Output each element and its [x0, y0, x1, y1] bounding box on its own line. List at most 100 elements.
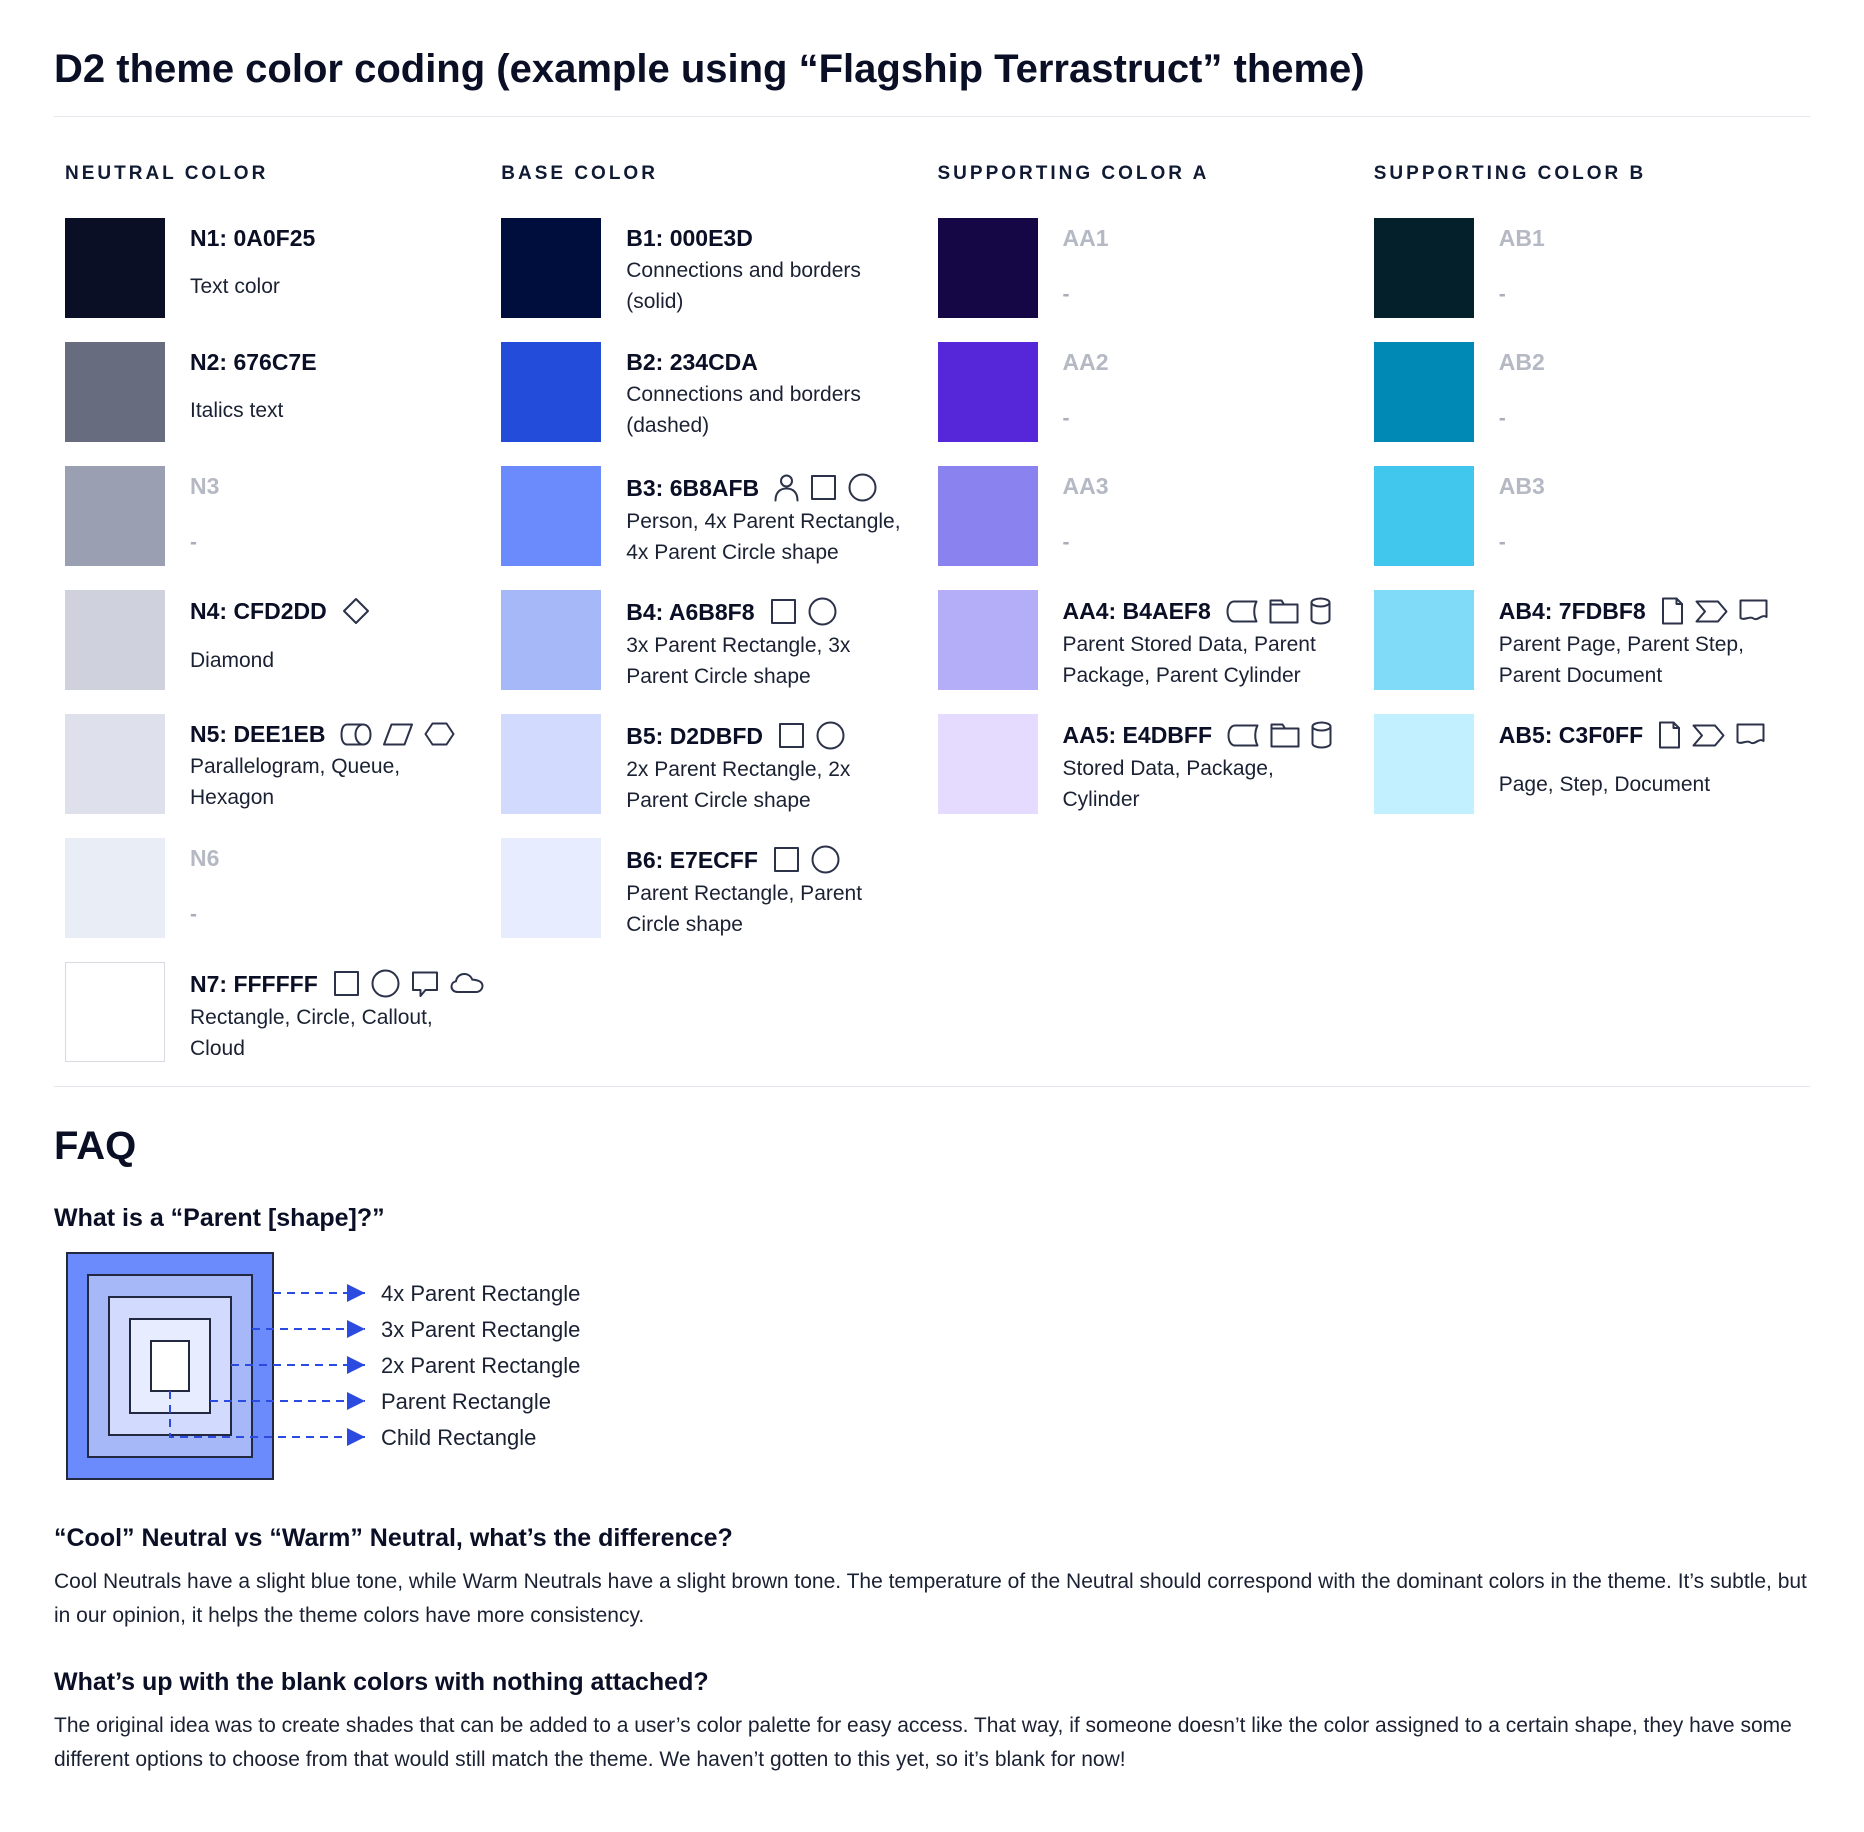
- circle-icon: [816, 721, 845, 750]
- color-column: BASE COLOR B1: 000E3D Connections and bord…: [501, 163, 937, 1086]
- color-swatch: [501, 714, 602, 814]
- shape-icons: [332, 968, 486, 999]
- color-desc: Parent Page, Parent Step, Parent Documen…: [1498, 633, 1744, 687]
- color-label-line: B5: D2DBFD: [626, 714, 906, 751]
- faq-answer-blank-colors: The original idea was to create shades t…: [54, 1714, 1792, 1771]
- color-swatch: [1373, 714, 1474, 814]
- hexagon-icon: [424, 722, 455, 746]
- color-row-text: AB1 -: [1499, 218, 1545, 310]
- color-desc: -: [190, 531, 197, 554]
- queue-icon: [340, 723, 372, 745]
- stored-data-icon: [1227, 724, 1259, 746]
- diagram-label-parent: Parent Rectangle: [381, 1389, 551, 1414]
- divider-top: [54, 116, 1810, 117]
- color-label: N7: FFFFFF: [190, 970, 318, 997]
- color-swatch: [501, 590, 602, 690]
- color-row-text: B1: 000E3D Connections and borders (solid…: [626, 218, 906, 317]
- color-row: N1: 0A0F25 Text color: [65, 218, 501, 318]
- color-row: AB2 -: [1373, 342, 1810, 442]
- color-row: AB3 -: [1373, 466, 1810, 566]
- package-icon: [1269, 599, 1299, 623]
- shape-icons: [772, 844, 841, 875]
- color-desc: Italics text: [190, 399, 284, 422]
- shape-icons: [341, 596, 371, 626]
- color-swatch: [1373, 342, 1474, 442]
- color-column: SUPPORTING COLOR B AB1 - AB2 - AB3 - AB4: 7FDBF…: [1373, 163, 1810, 1086]
- color-swatch: [65, 838, 165, 938]
- color-label-line: AA5: E4DBFF: [1063, 714, 1343, 750]
- cylinder-icon: [1310, 597, 1331, 625]
- color-row-text: AB2 -: [1499, 342, 1545, 434]
- shape-icons: [1226, 720, 1333, 750]
- color-row: AB4: 7FDBF8 Parent Page, Parent Step, Par…: [1373, 590, 1810, 691]
- color-row: B2: 234CDA Connections and borders (dashe…: [501, 342, 937, 442]
- color-desc: Connections and borders (solid): [626, 259, 861, 313]
- color-label-line: N1: 0A0F25: [190, 218, 315, 252]
- connector-child: [169, 1391, 365, 1446]
- document-icon: [1736, 723, 1765, 744]
- color-row-text: N4: CFD2DD Diamond: [190, 590, 371, 676]
- color-row-text: AB3 -: [1499, 466, 1545, 558]
- step-icon: [1692, 724, 1725, 746]
- color-swatch: [501, 218, 602, 318]
- color-label: B2: 234CDA: [626, 349, 758, 375]
- rect-child: [150, 1340, 190, 1392]
- color-label: N1: 0A0F25: [190, 225, 316, 251]
- color-desc: -: [1062, 283, 1070, 306]
- color-desc: Parent Rectangle, Parent Circle shape: [626, 882, 863, 936]
- color-row-text: N6 -: [190, 838, 219, 930]
- color-desc: 3x Parent Rectangle, 3x Parent Circle sh…: [626, 634, 851, 688]
- parent-shape-diagram: 4x Parent Rectangle 3x Parent Rectangle …: [65, 1249, 1810, 1489]
- color-swatch: [1373, 466, 1474, 566]
- color-label-line: N3: [190, 466, 219, 500]
- color-row: N4: CFD2DD Diamond: [65, 590, 501, 690]
- color-desc: Diamond: [190, 649, 275, 672]
- color-row-text: N5: DEE1EB Parallelogram, Queue, Hexagon: [190, 714, 470, 813]
- color-row: AA4: B4AEF8 Parent Stored Data, Parent Pa…: [937, 590, 1374, 691]
- color-row: AA1 -: [937, 218, 1374, 318]
- callout-icon: [411, 971, 438, 997]
- color-label: AB4: 7FDBF8: [1498, 598, 1646, 624]
- shape-icons: [1657, 720, 1766, 750]
- color-row-text: AA4: B4AEF8 Parent Stored Data, Parent Pa…: [1063, 590, 1343, 691]
- color-column: NEUTRAL COLOR N1: 0A0F25 Text color N2: 676…: [65, 163, 501, 1086]
- color-row-text: B5: D2DBFD 2x Parent Rectangle, 2x Parent…: [626, 714, 906, 816]
- stored-data-icon: [1226, 600, 1258, 622]
- page-icon: [1659, 721, 1681, 749]
- color-desc: -: [1062, 407, 1070, 430]
- color-row: B4: A6B8F8 3x Parent Rectangle, 3x Parent…: [501, 590, 937, 690]
- step-icon: [1695, 600, 1728, 622]
- diagram-label-3x: 3x Parent Rectangle: [381, 1317, 580, 1342]
- color-label-line: B1: 000E3D: [626, 218, 906, 252]
- color-label-line: B6: E7ECFF: [626, 838, 906, 875]
- package-icon: [1270, 723, 1300, 747]
- color-row-text: AA3 -: [1063, 466, 1109, 558]
- color-swatch: [501, 466, 602, 566]
- column-header: SUPPORTING COLOR A: [937, 163, 1210, 184]
- cylinder-icon: [1311, 721, 1332, 749]
- color-row: AA3 -: [937, 466, 1374, 566]
- color-label-line: B4: A6B8F8: [626, 590, 906, 627]
- color-label-line: AA3: [1063, 466, 1109, 500]
- cloud-icon: [450, 973, 484, 993]
- color-label: N5: DEE1EB: [190, 721, 326, 747]
- color-label-line: AB3: [1499, 466, 1545, 500]
- color-label: AA1: [1062, 225, 1109, 251]
- color-label: AA3: [1062, 473, 1109, 499]
- color-row-text: B2: 234CDA Connections and borders (dashe…: [626, 342, 906, 441]
- color-swatch: [1373, 218, 1474, 318]
- color-row-text: AB5: C3F0FF Page, Step, Document: [1499, 714, 1766, 800]
- shape-icons: [769, 596, 838, 627]
- rectangle-icon: [811, 475, 837, 500]
- color-row-text: B6: E7ECFF Parent Rectangle, Parent Circl…: [626, 838, 906, 940]
- color-desc: -: [1498, 283, 1506, 306]
- shape-icons: [777, 720, 846, 751]
- color-label: N3: [190, 473, 220, 499]
- color-label-line: AB5: C3F0FF: [1499, 714, 1766, 750]
- color-desc: Parallelogram, Queue, Hexagon: [190, 755, 401, 809]
- color-label-line: N4: CFD2DD: [190, 590, 371, 626]
- color-label: B5: D2DBFD: [626, 722, 763, 749]
- color-row-text: AB4: 7FDBF8 Parent Page, Parent Step, Par…: [1499, 590, 1779, 691]
- color-swatch: [937, 590, 1038, 690]
